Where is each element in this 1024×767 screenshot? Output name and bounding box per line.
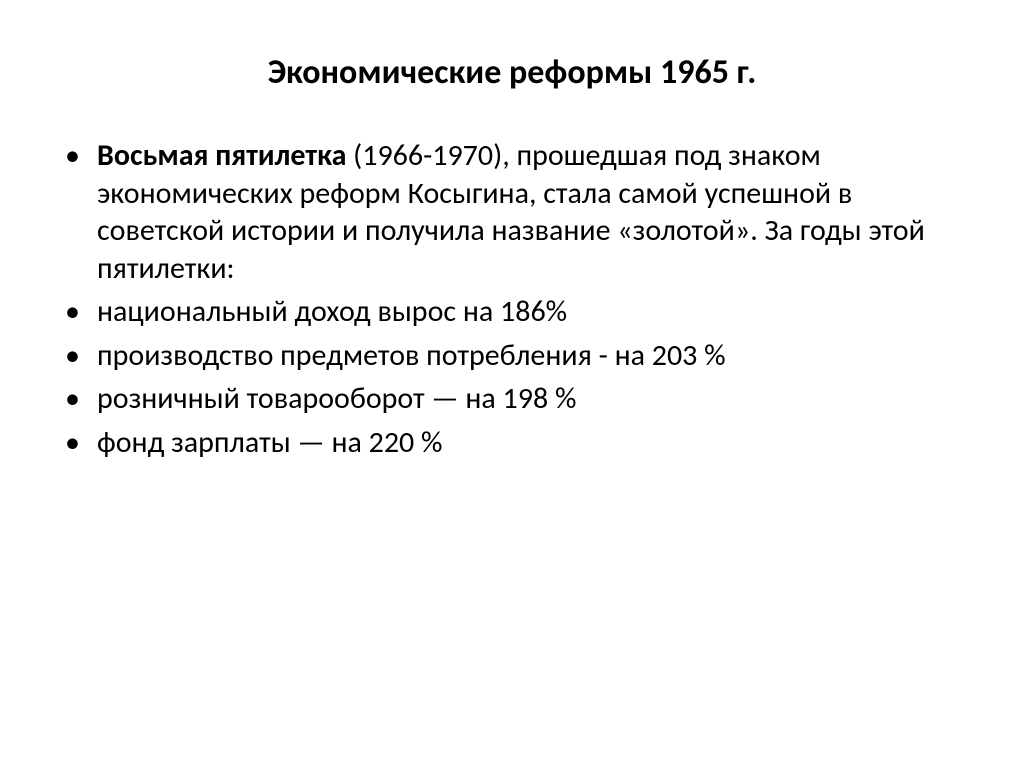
bullet-text: производство предметов потребления - на …: [97, 337, 726, 374]
bullet-text: национальный доход вырос на 186%: [97, 293, 567, 330]
bullet-list: Восьмая пятилетка (1966-1970), прошедшая…: [55, 137, 969, 461]
bullet-text: фонд зарплаты — на 220 %: [97, 424, 442, 461]
slide-container: Экономические реформы 1965 г. Восьмая пя…: [0, 0, 1024, 767]
bullet-bold: Восьмая пятилетка: [97, 137, 353, 174]
list-item: производство предметов потребления - на …: [55, 337, 969, 375]
slide-body: Восьмая пятилетка (1966-1970), прошедшая…: [55, 137, 969, 461]
bullet-text: розничный товарооборот — на 198 %: [97, 380, 576, 417]
list-item: Восьмая пятилетка (1966-1970), прошедшая…: [55, 137, 969, 287]
list-item: фонд зарплаты — на 220 %: [55, 424, 969, 462]
list-item: розничный товарооборот — на 198 %: [55, 380, 969, 418]
slide-title: Экономические реформы 1965 г.: [55, 52, 969, 93]
list-item: национальный доход вырос на 186%: [55, 293, 969, 331]
